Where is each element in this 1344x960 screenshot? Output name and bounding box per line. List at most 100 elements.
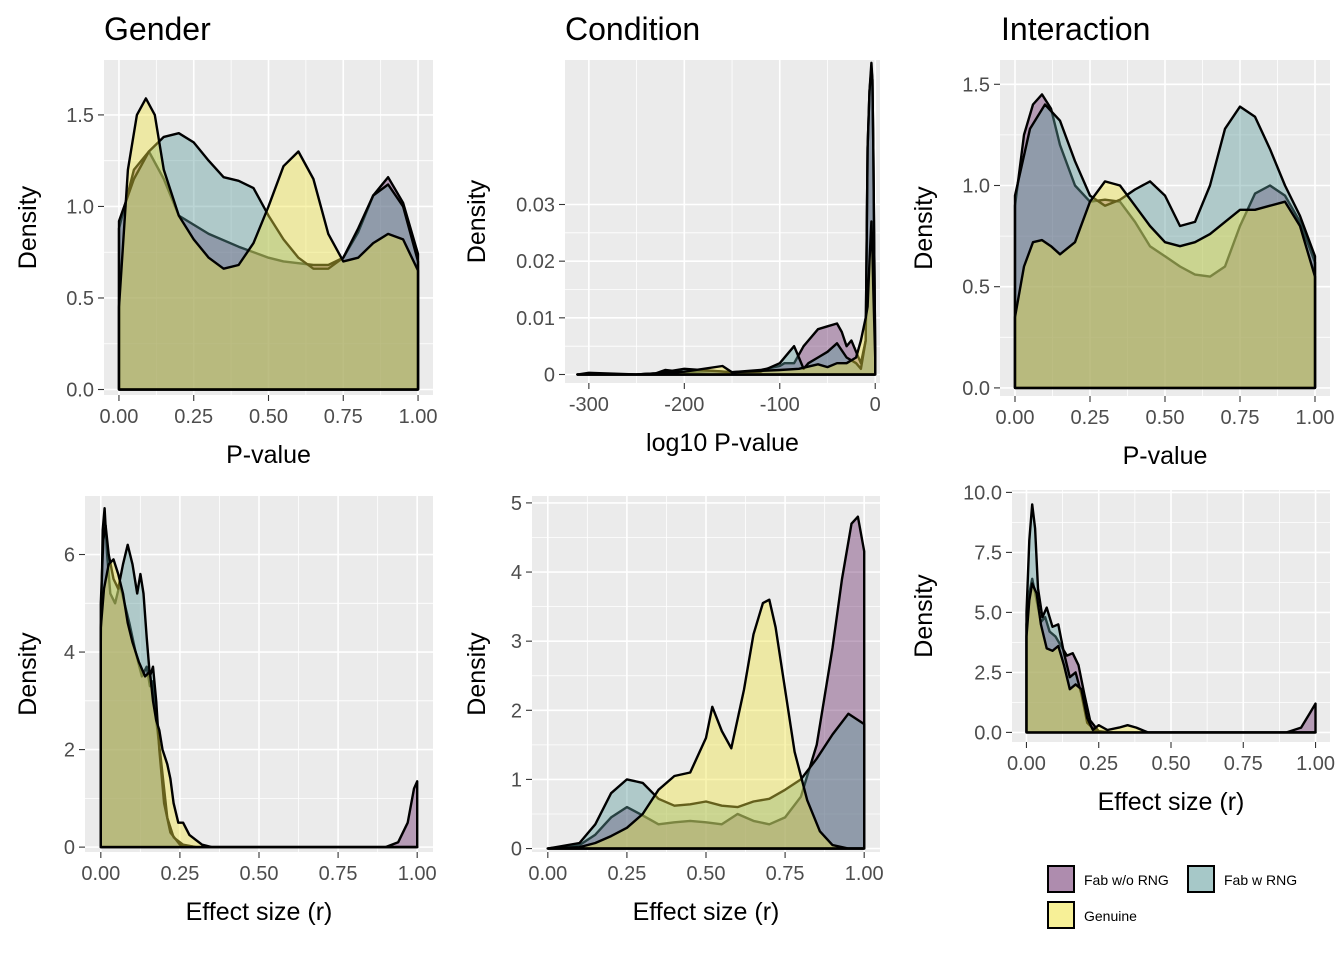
axes: 0.00 0.25 0.50 0.75 1.00 0 2 4 6: [64, 545, 437, 885]
y-tick-label: 1.0: [66, 196, 94, 218]
x-tick-label: 1.00: [845, 863, 884, 885]
x-axis-title: P-value: [1123, 442, 1208, 470]
panel-1: 0.00 0.25 0.50 0.75 1.00 0.0 0.5 1.0 1.5 P-value D…: [14, 11, 438, 469]
density-area-fab-w-o-rng: [546, 515, 866, 850]
y-tick-label: 2: [511, 700, 522, 722]
x-tick-label: -300: [569, 394, 609, 416]
x-axis-title: Effect size (r): [186, 898, 333, 926]
x-tick-label: 0.25: [607, 863, 646, 885]
panel-2: -300 -200 -100 0 0 0.01 0.02 0.03 log10 P-value D…: [463, 11, 881, 457]
x-tick-label: 0.50: [687, 863, 726, 885]
x-tick-label: 0.00: [528, 863, 567, 885]
x-axis-title: Effect size (r): [1098, 788, 1245, 816]
y-tick-label: 6: [64, 545, 75, 567]
x-axis-title: P-value: [226, 441, 311, 469]
y-tick-label: 2: [64, 740, 75, 762]
x-tick-label: 0.25: [174, 406, 213, 428]
y-tick-label: 0: [511, 839, 522, 861]
legend-item-fab-w-rng: Fab w RNG: [1187, 865, 1297, 893]
panels: 0.00 0.25 0.50 0.75 1.000.00.51.01.5P-valueD…: [14, 11, 1335, 926]
y-tick-label: 0.02: [516, 251, 555, 273]
y-tick-label: 4: [64, 642, 75, 664]
axes: 0.00 0.25 0.50 0.75 1.00 0 1 2 3 4 5: [511, 493, 884, 885]
y-axis-title: Density: [14, 185, 42, 269]
x-tick-label: 0.75: [1224, 753, 1263, 775]
y-axis-title: Density: [463, 179, 491, 263]
y-tick-label: 4: [511, 562, 522, 584]
x-tick-label: 1.00: [399, 406, 438, 428]
panel-title: Condition: [565, 11, 700, 47]
density-areas: [117, 97, 420, 391]
panel-title: Gender: [104, 11, 211, 47]
x-tick-label: 0.50: [240, 863, 279, 885]
density-areas: [99, 507, 419, 849]
x-tick-label: 0.75: [324, 406, 363, 428]
density-area-fab-w-rng: [1013, 103, 1317, 390]
y-tick-label: 1.5: [66, 105, 94, 127]
y-tick-label: 0: [64, 837, 75, 859]
x-tick-label: 1.00: [1296, 407, 1335, 429]
axes: 0.00 0.25 0.50 0.75 1.00 0.0 0.5 1.0 1.5: [66, 105, 437, 428]
density-area-fab-w-o-rng: [1025, 577, 1317, 734]
density-area-fab-w-rng: [99, 524, 419, 849]
panel-3: 0.00 0.25 0.50 0.75 1.00 0.0 0.5 1.0 1.5 P-value D…: [910, 11, 1334, 470]
x-tick-label: 0.00: [996, 407, 1035, 429]
x-tick-label: 1.00: [398, 863, 437, 885]
panel-6: 0.00 0.25 0.50 0.75 1.00 0.0 2.5 5.0 7.5 10.0 Effe…: [910, 482, 1335, 816]
y-axis-title: Density: [463, 632, 491, 716]
x-tick-label: -100: [760, 394, 800, 416]
density-areas: [1013, 93, 1317, 390]
y-tick-label: 0.01: [516, 308, 555, 330]
y-tick-label: 7.5: [974, 542, 1002, 564]
y-tick-label: 1: [511, 769, 522, 791]
legend-swatch: [1187, 865, 1215, 893]
x-tick-label: 0.50: [1152, 753, 1191, 775]
panel-4: 0.00 0.25 0.50 0.75 1.00 0 2 4 6 Effect size (r) D…: [14, 496, 437, 926]
y-tick-label: 0.0: [66, 380, 94, 402]
density-area-genuine: [1013, 180, 1317, 390]
density-area-genuine: [576, 220, 877, 376]
x-tick-label: 0.00: [99, 406, 138, 428]
x-tick-label: 0.75: [319, 863, 358, 885]
y-tick-label: 0.5: [66, 288, 94, 310]
y-axis-title: Density: [910, 574, 938, 658]
legend-label: Genuine: [1084, 908, 1137, 924]
y-axis-title: Density: [910, 186, 938, 270]
y-tick-label: 1.0: [962, 175, 990, 197]
legend-item-genuine: Genuine: [1047, 901, 1137, 929]
axes: 0.00 0.25 0.50 0.75 1.00 0.0 2.5 5.0 7.5 10.0: [963, 482, 1335, 775]
y-tick-label: 0.0: [962, 378, 990, 400]
density-areas: [546, 515, 866, 850]
x-tick-label: 0.50: [249, 406, 288, 428]
y-tick-label: 5.0: [974, 602, 1002, 624]
legend-item-fab-w-o-rng: Fab w/o RNG: [1047, 865, 1169, 893]
density-area-fab-w-o-rng: [1013, 93, 1317, 390]
density-areas: [576, 61, 877, 376]
y-tick-label: 3: [511, 631, 522, 653]
x-tick-label: 0.00: [1007, 753, 1046, 775]
density-area-fab-w-o-rng: [99, 507, 419, 849]
density-area-genuine: [117, 97, 420, 391]
y-tick-label: 0.5: [962, 277, 990, 299]
legend: Fab w/o RNG Fab w RNG Genuine: [1047, 865, 1297, 929]
y-tick-label: 0.03: [516, 195, 555, 217]
y-tick-label: 0: [544, 365, 555, 387]
y-tick-label: 10.0: [963, 482, 1002, 504]
legend-label: Fab w RNG: [1224, 872, 1297, 888]
x-tick-label: 0.00: [81, 863, 120, 885]
panel-5: 0.00 0.25 0.50 0.75 1.00 0 1 2 3 4 5 Effect size (r…: [463, 493, 884, 926]
y-axis-title: Density: [14, 632, 42, 716]
density-areas: [1025, 503, 1317, 734]
x-tick-label: 0.75: [766, 863, 805, 885]
x-axis-title: log10 P-value: [646, 429, 799, 457]
legend-swatch: [1047, 865, 1075, 893]
x-tick-label: 0.25: [160, 863, 199, 885]
x-tick-label: -200: [664, 394, 704, 416]
density-area-fab-w-o-rng: [117, 150, 420, 391]
density-area-fab-w-rng: [117, 132, 420, 391]
x-tick-label: 0.25: [1079, 753, 1118, 775]
y-tick-label: 5: [511, 493, 522, 515]
density-area-genuine: [99, 558, 419, 849]
panel-title: Interaction: [1001, 11, 1150, 47]
